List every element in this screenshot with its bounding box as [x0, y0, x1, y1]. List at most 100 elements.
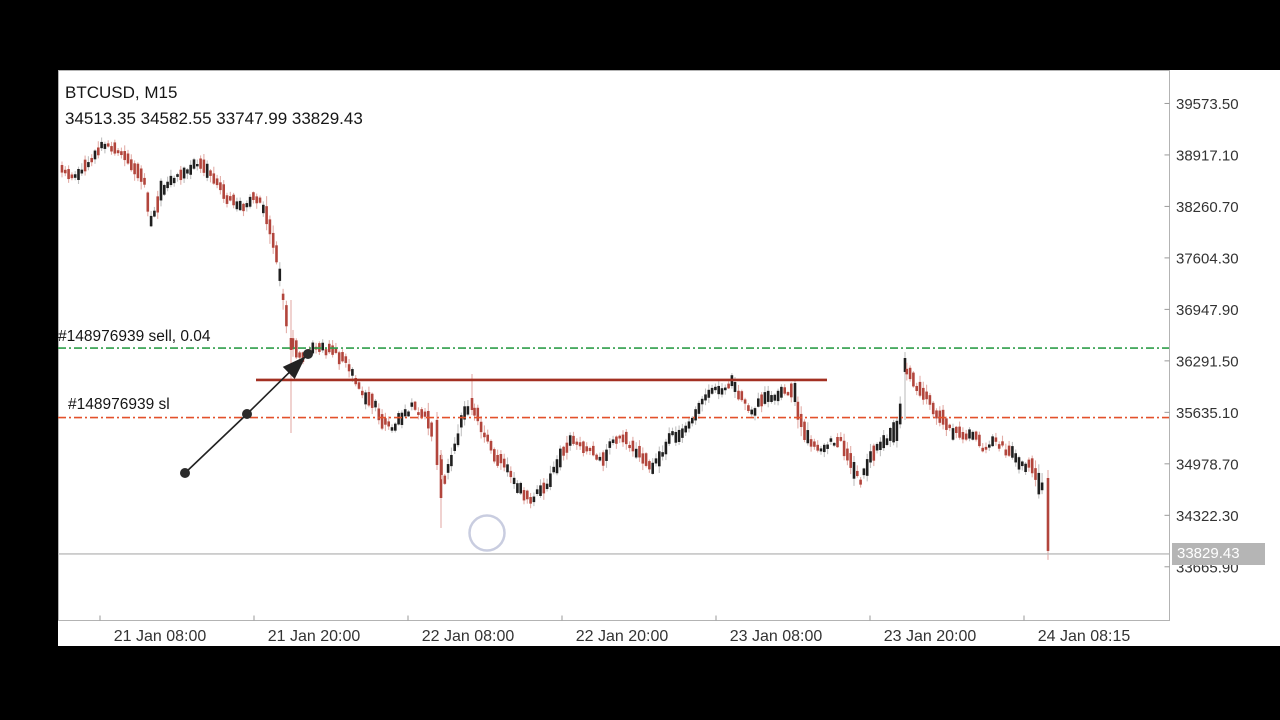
- candle: [598, 456, 602, 461]
- candle: [70, 174, 74, 179]
- candle: [80, 169, 84, 174]
- candle: [631, 440, 635, 452]
- candle: [1011, 446, 1014, 458]
- candle: [67, 169, 70, 180]
- candle: [634, 448, 638, 458]
- arrow-annotation[interactable]: [180, 349, 313, 478]
- candle: [750, 409, 753, 415]
- candle: [829, 438, 833, 442]
- candle: [592, 445, 595, 456]
- candle: [483, 432, 486, 438]
- chart-panel[interactable]: 39573.50 38917.10 38260.70 37604.30 36947.90…: [58, 70, 1280, 646]
- candle: [400, 412, 404, 425]
- candle: [928, 395, 932, 405]
- candle: [258, 197, 262, 203]
- candle: [199, 158, 202, 169]
- candle: [707, 389, 711, 398]
- candle: [875, 443, 879, 451]
- candle: [295, 340, 298, 358]
- candle: [64, 169, 67, 174]
- candle: [753, 408, 757, 416]
- candle: [832, 442, 836, 446]
- candle: [163, 185, 166, 195]
- candle: [136, 163, 140, 179]
- candle: [470, 398, 474, 410]
- candle: [242, 203, 245, 212]
- candle: [862, 468, 866, 476]
- candle: [813, 441, 816, 447]
- candle: [232, 194, 235, 206]
- candle: [628, 444, 631, 449]
- candle: [278, 268, 282, 281]
- candle: [938, 410, 942, 423]
- candle: [60, 165, 64, 173]
- candle: [565, 442, 569, 453]
- candle: [182, 167, 186, 179]
- candle: [671, 431, 674, 436]
- candle: [268, 219, 272, 235]
- price-tick-label: 36291.50: [1176, 353, 1239, 370]
- candle: [479, 421, 483, 433]
- candle: [865, 459, 869, 476]
- candle: [110, 146, 113, 152]
- candle: [298, 352, 301, 358]
- candle: [991, 436, 994, 447]
- candle: [466, 406, 470, 415]
- candle: [724, 387, 727, 391]
- candle: [196, 164, 199, 167]
- candle: [1040, 482, 1044, 491]
- candle: [588, 447, 592, 452]
- candle: [519, 482, 522, 494]
- candle: [903, 358, 907, 372]
- candle: [727, 383, 730, 389]
- candle: [806, 430, 810, 444]
- candle: [826, 444, 829, 449]
- candle: [1004, 449, 1008, 456]
- candle: [654, 458, 658, 464]
- time-tick-label: 23 Jan 20:00: [884, 628, 977, 645]
- candle: [710, 387, 714, 394]
- candle: [235, 201, 239, 210]
- candle: [667, 433, 671, 444]
- candle: [823, 444, 826, 453]
- candlestick-chart[interactable]: 39573.50 38917.10 38260.70 37604.30 36947.90…: [58, 70, 1280, 646]
- candle: [568, 435, 572, 446]
- candle: [694, 409, 697, 421]
- candle: [370, 393, 374, 408]
- candle: [776, 390, 780, 402]
- arrow-handle-dot[interactable]: [303, 349, 313, 359]
- candle: [407, 411, 410, 417]
- candle: [674, 431, 678, 443]
- candle: [120, 151, 123, 156]
- candle: [77, 168, 80, 180]
- candle: [347, 364, 351, 372]
- price-tick-label: 39573.50: [1176, 96, 1239, 113]
- candle: [143, 177, 146, 185]
- candle: [575, 441, 579, 445]
- candle: [618, 435, 621, 439]
- candle: [97, 147, 100, 156]
- candle: [766, 390, 770, 402]
- candle: [559, 448, 562, 468]
- candle: [793, 383, 797, 402]
- candle: [130, 159, 133, 171]
- candle: [892, 422, 895, 443]
- candle: [357, 382, 361, 389]
- candle: [499, 454, 503, 464]
- candle: [410, 402, 414, 407]
- candle: [809, 439, 813, 447]
- candle: [664, 441, 668, 455]
- arrow-handle-dot[interactable]: [180, 468, 190, 478]
- candle: [100, 141, 103, 149]
- candle: [964, 433, 968, 440]
- candle: [493, 449, 496, 462]
- candle: [539, 485, 542, 496]
- candle: [895, 420, 899, 441]
- candle: [192, 159, 196, 169]
- order-sell-label[interactable]: #148976939 sell, 0.04: [58, 328, 211, 345]
- candle: [971, 431, 975, 440]
- arrow-handle-dot[interactable]: [242, 409, 252, 419]
- order-stoploss-label[interactable]: #148976939 sl: [68, 396, 170, 413]
- candle: [453, 443, 456, 451]
